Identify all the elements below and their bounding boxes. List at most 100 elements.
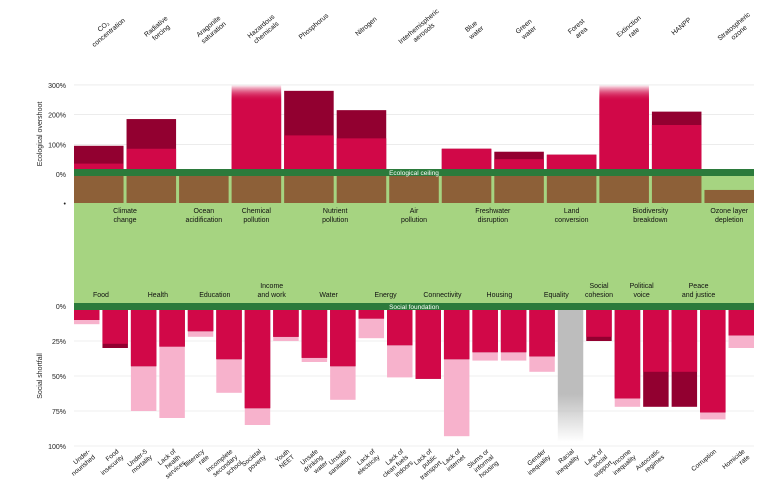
- bottom-tick-label: 25%: [52, 339, 66, 346]
- eco-indicator-label: Forestarea: [567, 18, 591, 42]
- eco-group-label: Land conversion: [555, 208, 589, 224]
- social-indicator-label: Corruption: [690, 448, 718, 473]
- social-bar-shortfall: [216, 306, 242, 360]
- ecological-ceiling-label: Ecological ceiling: [389, 170, 439, 177]
- eco-bar-within-boundary: [179, 174, 229, 203]
- eco-group-label: Climate change: [113, 208, 137, 224]
- social-bar-shortfall: [330, 306, 356, 367]
- social-indicator-label: Lack ofelectricity: [351, 448, 382, 477]
- eco-indicator-label: Interhemisphericaerosols: [398, 8, 447, 52]
- eco-group-label: Ozone layer depletion: [710, 208, 748, 224]
- social-indicator-label: Lack ofclean fuelsindoors: [377, 448, 416, 485]
- social-group-label: Political voice: [630, 283, 655, 299]
- social-indicator-label: Under-nourished: [66, 448, 97, 478]
- eco-bar-within-boundary: [651, 174, 702, 203]
- social-foundation-label: Social foundation: [389, 304, 439, 311]
- eco-indicator-label: Phosphorus: [298, 12, 331, 41]
- eco-bar-overshoot: [599, 84, 649, 174]
- y-axis-title-bottom: Social shortfall: [37, 353, 44, 399]
- eco-indicator-label: HANPP: [671, 16, 694, 37]
- social-bar-shortfall: [700, 306, 726, 413]
- bottom-tick-label: 100%: [48, 444, 66, 451]
- social-group-label: Energy: [374, 292, 397, 299]
- bottom-tick-label: 0%: [56, 304, 66, 311]
- social-group-label: Income and work: [258, 283, 287, 299]
- social-bar-shortfall: [586, 306, 612, 337]
- top-tick-label: 300%: [48, 83, 66, 90]
- social-indicator-label: Incompletesecondaryschool: [205, 448, 244, 486]
- eco-bar-within-boundary: [389, 174, 439, 203]
- eco-indicator-label: Radiativeforcing: [143, 15, 175, 45]
- eco-indicator-label: Nitrogen: [354, 16, 378, 38]
- ecological-ceiling-band: [74, 169, 754, 176]
- eco-bar-overshoot: [336, 138, 387, 174]
- social-indicator-label: Slums orinformalhousing: [466, 448, 500, 482]
- social-indicator-label: Foodinsecurity: [95, 448, 126, 477]
- social-indicator-label: Under-5mortality: [126, 448, 155, 475]
- social-indicator-label: Lack ofsocialsupport: [583, 448, 614, 479]
- eco-bar-within-boundary: [494, 174, 544, 203]
- eco-bar-within-boundary: [441, 174, 492, 203]
- bottom-tick-label: 75%: [52, 409, 66, 416]
- social-bar-shortfall: [500, 306, 527, 353]
- eco-indicator-label: Hazardouschemicals: [247, 13, 282, 46]
- social-indicator-label: Lack ofinternet: [441, 448, 467, 473]
- social-indicator-label: YouthNEET: [273, 448, 296, 471]
- eco-group-label: Biodiversity breakdown: [633, 208, 669, 224]
- eco-group-label: Air pollution: [401, 208, 427, 224]
- social-indicator-label: Autocraticregimes: [635, 448, 667, 478]
- social-bar-shortfall: [387, 306, 413, 346]
- social-bar-shortfall: [301, 306, 328, 358]
- social-indicator-label: Racialinequality: [550, 448, 581, 477]
- eco-bar-within-boundary: [336, 174, 387, 203]
- social-indicator-label: Unsafedrinkingwater: [298, 448, 330, 480]
- social-foundation-band: [74, 303, 754, 310]
- social-bar-shortfall: [443, 306, 470, 360]
- social-bar-shortfall: [159, 306, 185, 347]
- eco-bar-overshoot: [74, 163, 124, 174]
- social-bar-shortfall: [187, 306, 214, 332]
- social-bar-shortfall: [472, 306, 498, 353]
- social-group-label: Connectivity: [423, 292, 462, 299]
- eco-bar-within-boundary: [704, 189, 754, 203]
- social-bar-shortfall: [130, 306, 157, 367]
- eco-group-label: Chemical pollution: [242, 208, 272, 224]
- eco-indicator-label: Stratosphericozone: [717, 11, 758, 49]
- eco-bar-within-boundary: [74, 174, 124, 203]
- social-bar-shortfall: [529, 306, 555, 357]
- eco-group-label: Nutrient pollution: [322, 208, 348, 224]
- social-group-label: Social cohesion: [585, 283, 613, 299]
- eco-bar-within-boundary: [284, 174, 334, 203]
- top-tick-label: 100%: [48, 142, 66, 149]
- social-bar-shortfall: [614, 306, 641, 399]
- social-group-label: Food: [93, 292, 109, 299]
- social-bar-shortfall: [102, 306, 128, 344]
- social-group-label: Education: [199, 292, 230, 299]
- eco-indicator-label: Bluewater: [462, 18, 486, 41]
- eco-bar-within-boundary: [126, 174, 177, 203]
- eco-group-label: Freshwater disruption: [475, 208, 511, 224]
- social-bar-shortfall: [273, 306, 299, 337]
- eco-group-label: Ocean acidification: [186, 208, 223, 224]
- eco-bar-overshoot: [231, 84, 282, 174]
- eco-bar-overshoot: [651, 124, 702, 174]
- social-group-label: Peace and justice: [682, 283, 716, 299]
- top-tick-label: 200%: [48, 113, 66, 120]
- eco-indicator-label: CO₂concentration: [86, 11, 127, 49]
- eco-bar-overshoot: [284, 135, 334, 174]
- social-group-label: Health: [148, 292, 168, 299]
- social-bar-shortfall: [671, 306, 698, 372]
- social-group-label: Housing: [487, 292, 513, 299]
- bottom-tick-label: 50%: [52, 374, 66, 381]
- eco-bar-within-boundary: [599, 174, 649, 203]
- social-indicator-label: Societalpoverty: [241, 448, 269, 474]
- social-indicator-label: Lack ofpublictransport: [409, 448, 443, 482]
- eco-indicator-label: Aragonitesaturation: [195, 14, 228, 45]
- social-bar-shortfall: [643, 306, 669, 372]
- top-tick-label: •: [64, 201, 67, 208]
- social-group-label: Water: [319, 292, 338, 299]
- social-indicator-label: Incomeinequality: [607, 448, 638, 477]
- top-tick-label: 0%: [56, 172, 66, 179]
